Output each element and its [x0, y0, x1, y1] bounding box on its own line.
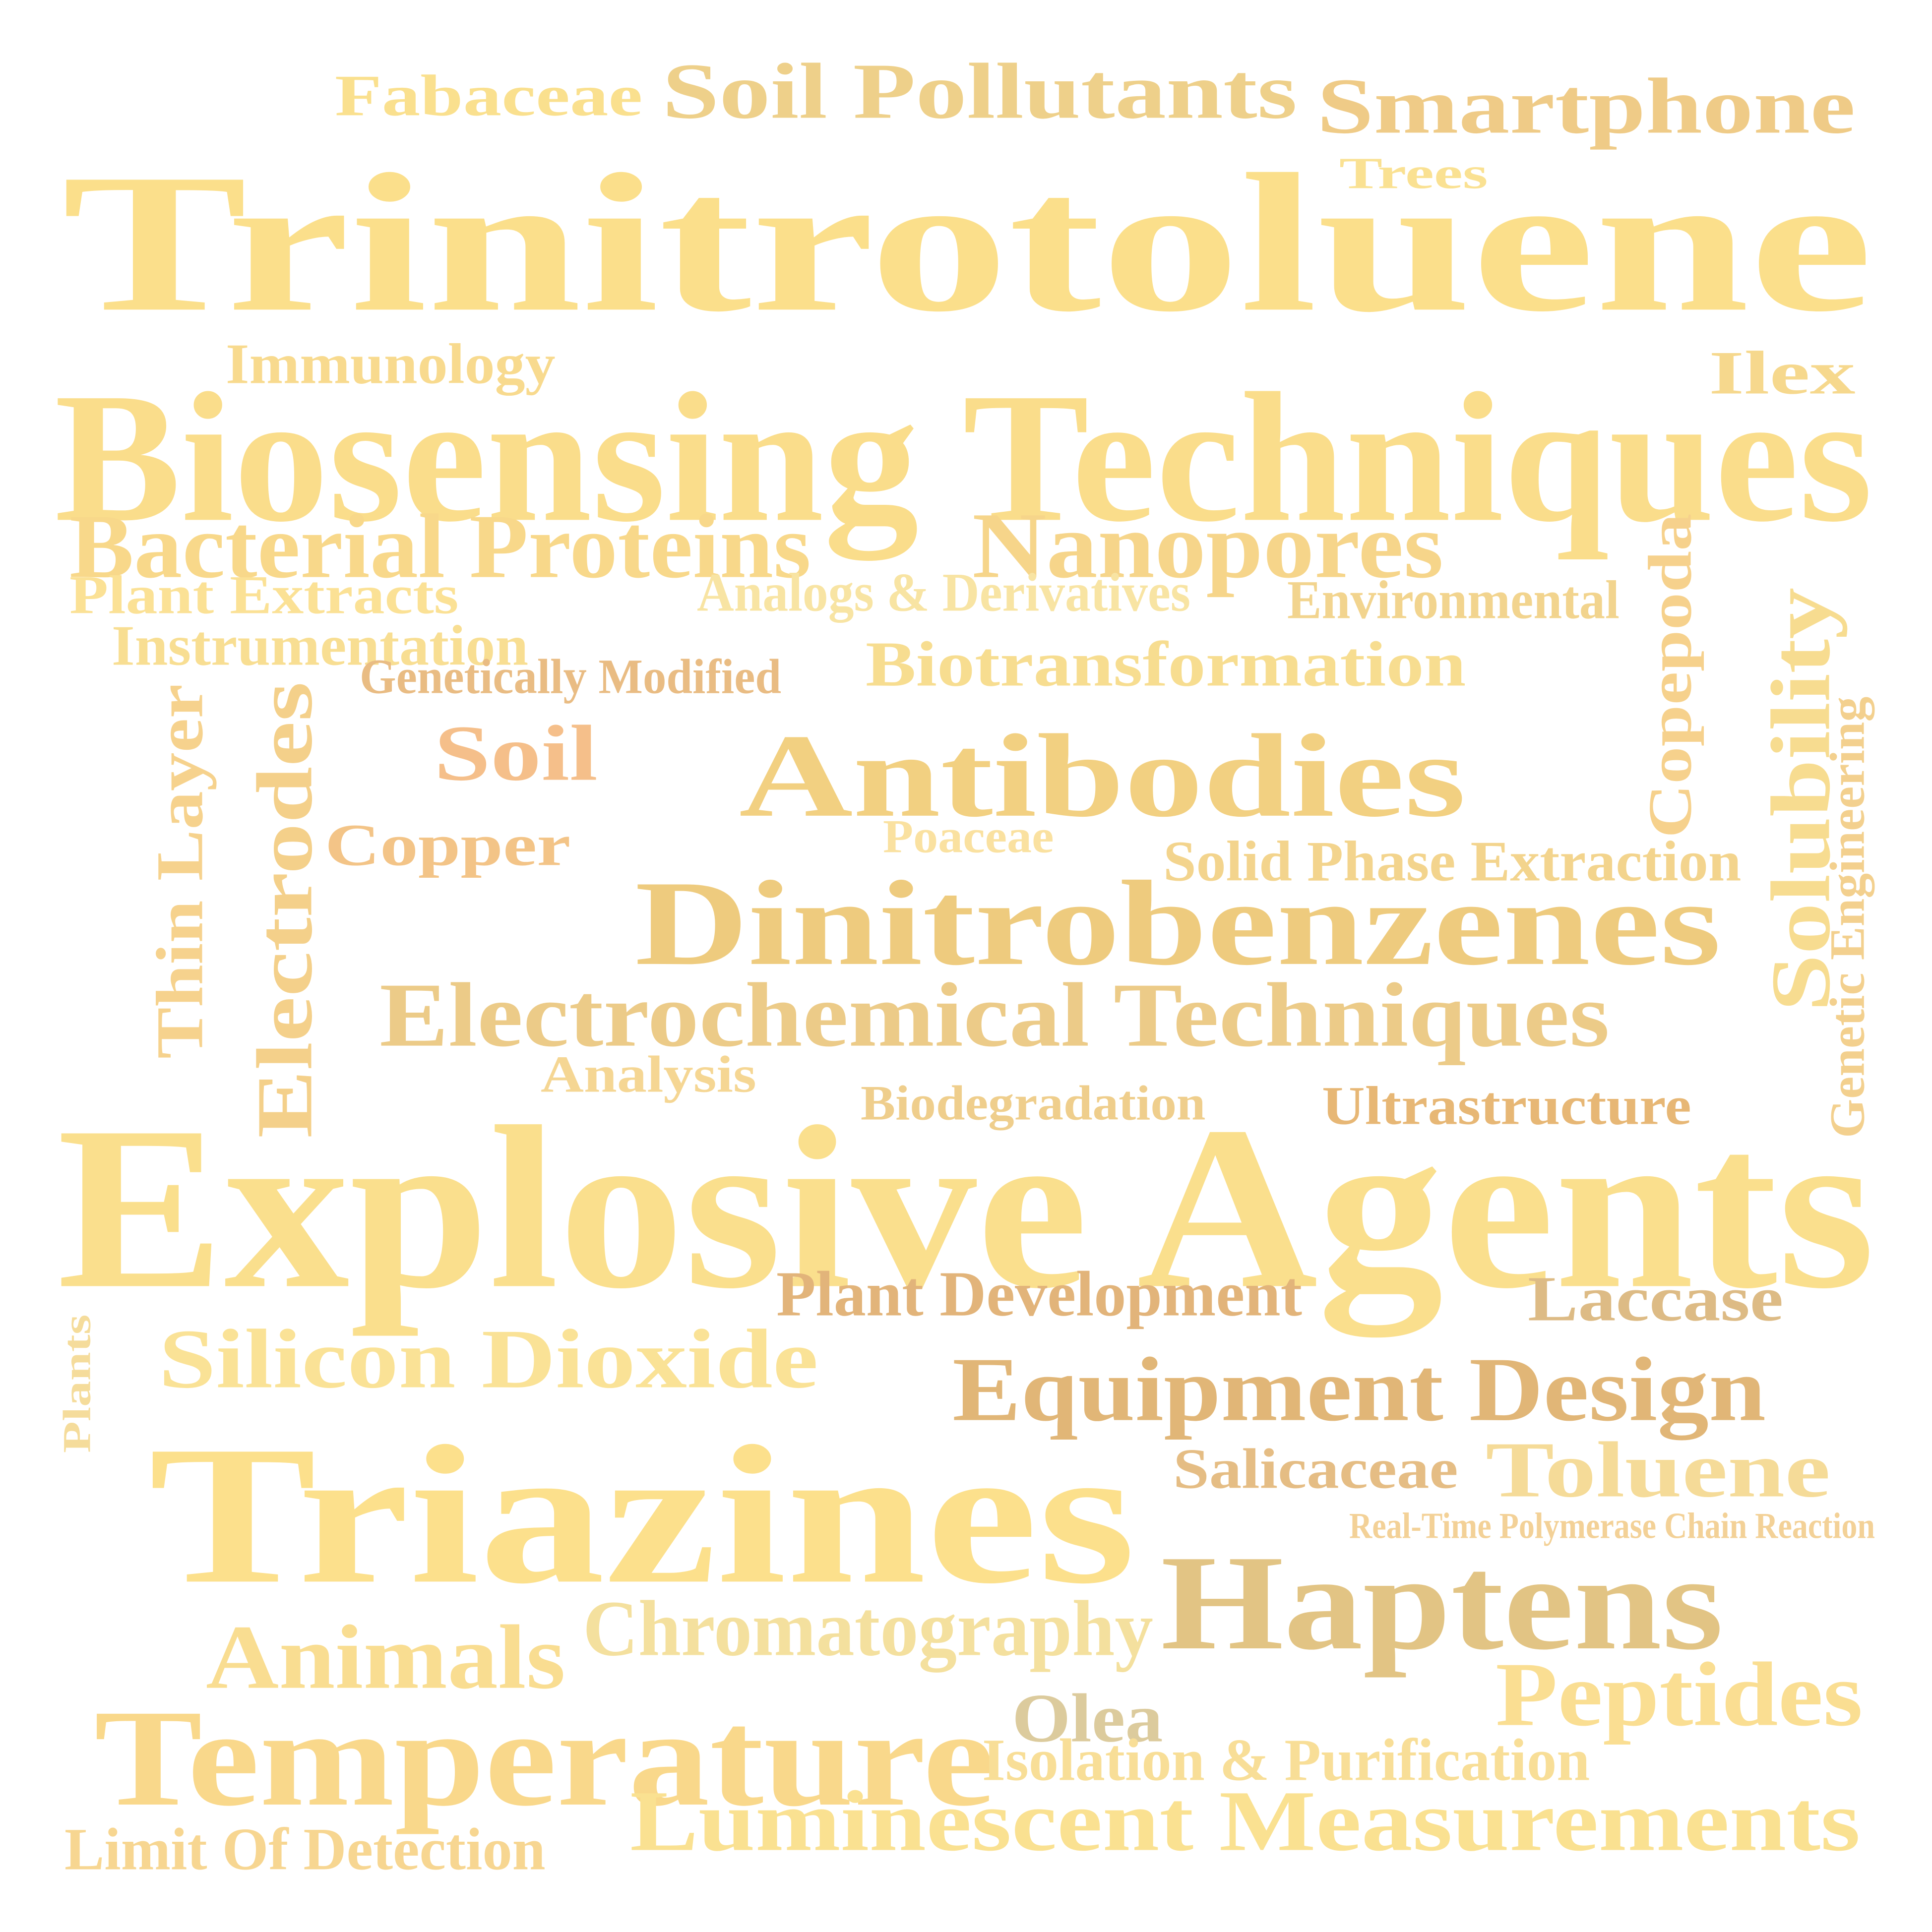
word-copper: Copper	[325, 812, 571, 878]
word-isolation-purification: Isolation & Purification	[982, 1727, 1590, 1793]
word-toluene: Toluene	[1486, 1426, 1831, 1514]
word-haptens: Haptens	[1161, 1527, 1724, 1678]
word-fabaceae: Fabaceae	[335, 63, 643, 128]
word-plant-extracts: Plant Extracts	[69, 565, 459, 625]
word-limit-of-detection: Limit Of Detection	[64, 1816, 546, 1882]
word-ultrastructure: Ultrastructure	[1322, 1076, 1691, 1136]
word-temperature: Temperature	[94, 1681, 995, 1835]
word-immunology: Immunology	[226, 332, 556, 396]
word-plant-development: Plant Development	[776, 1258, 1303, 1329]
word-analogs-derivatives: Analogs & Derivatives	[697, 562, 1191, 623]
word-nanopores: Nanopores	[972, 493, 1444, 598]
word-genetic-engineering: Genetic Engineering	[1820, 696, 1875, 1138]
word-equipment-design: Equipment Design	[952, 1338, 1766, 1440]
word-biosensing-techniques: Biosensing Techniques	[55, 354, 1873, 560]
word-triazines: Triazines	[149, 1405, 1136, 1625]
word-plants: Plants	[55, 1314, 99, 1453]
word-electrochemical-techniques: Electrochemical Techniques	[379, 964, 1610, 1066]
word-olea: Olea	[1012, 1680, 1163, 1756]
word-peptides: Peptides	[1496, 1643, 1863, 1745]
word-environmental: Environmental	[1287, 570, 1620, 630]
word-laccase: Laccase	[1528, 1263, 1784, 1334]
word-dinitrobenzenes: Dinitrobenzenes	[635, 856, 1721, 991]
word-poaceae: Poaceae	[883, 810, 1054, 862]
word-analysis: Analysis	[541, 1046, 756, 1103]
word-thin-layer: Thin Layer	[142, 684, 217, 1059]
word-real-time-pcr: Real-Time Polymerase Chain Reaction	[1349, 1505, 1875, 1546]
word-bacterial-proteins: Bacterial Proteins	[69, 495, 811, 597]
word-ilex: Ilex	[1709, 338, 1856, 407]
word-explosive-agents: Explosive Agents	[57, 1078, 1875, 1337]
word-luminescent-measurements: Luminescent Measurements	[630, 1773, 1861, 1869]
word-animals: Animals	[206, 1606, 566, 1708]
word-instrumentation: Instrumentation	[112, 614, 529, 677]
word-copepoda: Copepoda	[1635, 513, 1704, 838]
word-biodegradation: Biodegradation	[861, 1076, 1206, 1131]
word-silicon-dioxide: Silicon Dioxide	[159, 1312, 818, 1406]
word-biotransformation: Biotransformation	[866, 628, 1466, 700]
word-salicaceae: Salicaceae	[1173, 1437, 1458, 1501]
word-soil: Soil	[434, 710, 598, 797]
word-trinitrotoluene: Trinitrotoluene	[62, 133, 1873, 353]
word-trees: Trees	[1339, 148, 1488, 198]
word-antibodies: Antibodies	[739, 710, 1466, 842]
word-genetically-modified: Genetically Modified	[360, 649, 782, 704]
word-soil-pollutants: Soil Pollutants	[662, 48, 1298, 135]
word-chromatography: Chromatography	[583, 1585, 1153, 1673]
word-smartphone: Smartphone	[1317, 62, 1856, 150]
word-solid-phase-extraction: Solid Phase Extraction	[1163, 830, 1742, 893]
word-electrodes: Electrodes	[241, 681, 329, 1138]
